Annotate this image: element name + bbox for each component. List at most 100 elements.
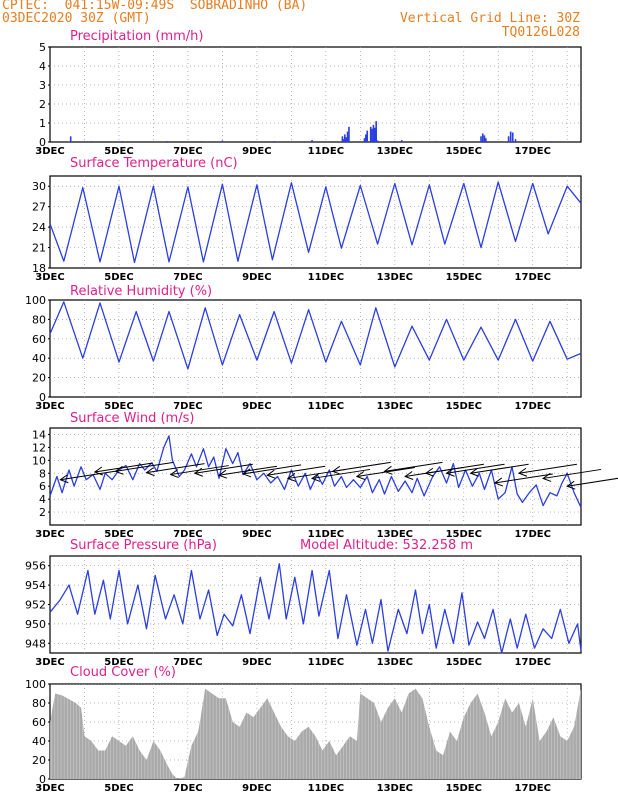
- panel-title: Relative Humidity (%): [70, 284, 212, 299]
- x-tick-label: 7DEC: [173, 146, 202, 157]
- y-tick-label: 80: [32, 697, 46, 710]
- precip-bar: [549, 141, 551, 142]
- precip-bar: [394, 141, 396, 142]
- wind-arrow-head: [445, 467, 455, 477]
- y-tick-label: 100: [25, 678, 46, 691]
- wind-arrow-head: [542, 473, 552, 482]
- wind-arrow-shaft: [542, 468, 602, 479]
- wind-arrow-shaft: [518, 463, 578, 474]
- y-tick-label: 60: [32, 333, 46, 346]
- precip-bar: [483, 135, 486, 142]
- panel-frame: [49, 46, 582, 143]
- precip-bar: [166, 141, 169, 142]
- x-tick-label: 7DEC: [173, 783, 202, 794]
- wind-arrow-shaft: [384, 461, 443, 472]
- x-tick-label: 11DEC: [308, 146, 344, 157]
- x-tick-label: 13DEC: [377, 783, 413, 794]
- y-tick-label: 956: [25, 560, 46, 573]
- wind-arrow-shaft: [470, 463, 529, 474]
- x-tick-label: 15DEC: [446, 783, 482, 794]
- x-tick-label: 5DEC: [104, 657, 133, 668]
- x-tick-label: 3DEC: [35, 401, 64, 412]
- precip-bar: [365, 134, 367, 142]
- precip-bar: [511, 132, 514, 142]
- y-tick-label: 2: [39, 98, 46, 111]
- panel-frame: [49, 175, 582, 269]
- precip-bar: [372, 124, 375, 142]
- y-tick-label: 20: [32, 372, 46, 385]
- panel-title: Precipitation (mm/h): [70, 29, 203, 44]
- wind-arrow-shaft: [267, 465, 326, 476]
- x-tick-label: 3DEC: [35, 783, 64, 794]
- y-tick-label: 60: [32, 716, 46, 729]
- wind-arrow-head: [114, 465, 124, 475]
- x-tick-label: 9DEC: [242, 529, 271, 540]
- header-date: 03DEC2020 30Z (GMT): [2, 11, 151, 26]
- series-line: [49, 435, 582, 508]
- x-tick-label: 17DEC: [515, 146, 551, 157]
- grid-lines: [50, 428, 581, 525]
- wind-arrow-head: [286, 473, 297, 482]
- precip-bar: [221, 140, 224, 142]
- wind-arrow-head: [355, 471, 366, 480]
- x-tick-label: 9DEC: [242, 783, 271, 794]
- y-tick-label: 12: [32, 441, 46, 454]
- y-tick-label: 952: [25, 599, 46, 612]
- panel-frame: [49, 427, 582, 526]
- wind-arrow-shaft: [94, 462, 153, 473]
- wind-arrow-head: [242, 468, 252, 478]
- wind-arrow-head: [331, 465, 341, 475]
- precip-bar: [341, 136, 344, 142]
- panel-title: Surface Temperature (nC): [70, 156, 238, 171]
- x-tick-label: 13DEC: [377, 529, 413, 540]
- x-tick-label: 11DEC: [308, 529, 344, 540]
- precip-bar: [348, 126, 350, 142]
- wind-arrow-head: [145, 467, 155, 477]
- y-tick-label: 20: [32, 754, 46, 767]
- x-tick-label: 11DEC: [308, 272, 344, 283]
- wind-arrow-head: [424, 467, 435, 477]
- series-line: [49, 181, 582, 264]
- precip-bar: [480, 136, 482, 142]
- wind-arrow-shaft: [60, 470, 119, 481]
- y-tick-label: 30: [32, 180, 46, 193]
- wind-arrow-shaft: [115, 461, 174, 472]
- wind-arrow-head: [193, 467, 203, 477]
- panel-title: Surface Wind (m/s): [70, 411, 194, 426]
- precip-bar: [400, 140, 403, 142]
- precip-bar: [485, 138, 487, 142]
- y-tick-label: 24: [32, 221, 46, 234]
- x-tick-label: 13DEC: [377, 272, 413, 283]
- x-tick-label: 5DEC: [104, 529, 133, 540]
- y-tick-label: 1: [39, 117, 46, 130]
- precip-bar: [374, 127, 376, 142]
- cloud-cover-area: [50, 688, 581, 779]
- precip-bar: [69, 136, 72, 142]
- y-tick-label: 27: [32, 201, 46, 214]
- wind-arrow-shaft: [332, 461, 391, 472]
- precip-bar: [346, 131, 349, 142]
- y-tick-label: 0: [39, 136, 46, 149]
- x-tick-label: 15DEC: [446, 401, 482, 412]
- x-tick-label: 5DEC: [104, 783, 133, 794]
- header-grid-note: Vertical Grid Line: 30Z: [399, 11, 580, 26]
- precip-bar: [481, 133, 484, 142]
- wind-arrow-head: [310, 473, 321, 482]
- x-tick-label: 3DEC: [35, 529, 64, 540]
- panel-annotation: Model Altitude: 532.258 m: [300, 538, 473, 553]
- x-tick-label: 11DEC: [308, 657, 344, 668]
- precip-bar: [371, 128, 373, 142]
- x-tick-label: 13DEC: [377, 401, 413, 412]
- x-tick-label: 7DEC: [173, 272, 202, 283]
- precip-bar: [344, 134, 346, 142]
- precip-bar: [363, 138, 366, 142]
- panel-frame: [49, 299, 582, 398]
- wind-arrow-head: [217, 469, 228, 479]
- x-tick-label: 17DEC: [515, 657, 551, 668]
- x-tick-label: 17DEC: [515, 272, 551, 283]
- wind-arrow-shaft: [243, 464, 302, 475]
- wind-arrow-head: [93, 466, 104, 476]
- y-tick-label: 2: [39, 506, 46, 519]
- panel-title: Cloud Cover (%): [70, 665, 176, 680]
